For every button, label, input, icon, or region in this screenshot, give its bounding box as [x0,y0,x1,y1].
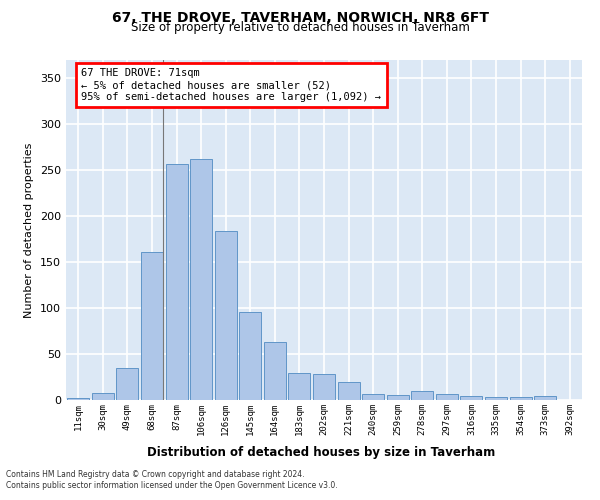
Text: 67, THE DROVE, TAVERHAM, NORWICH, NR8 6FT: 67, THE DROVE, TAVERHAM, NORWICH, NR8 6F… [112,11,488,25]
Bar [264,342,286,400]
Bar [116,368,139,400]
Bar [411,391,433,400]
Text: Distribution of detached houses by size in Taverham: Distribution of detached houses by size … [147,446,495,459]
Text: Size of property relative to detached houses in Taverham: Size of property relative to detached ho… [131,21,469,34]
Bar [534,396,556,400]
Bar [166,164,188,400]
Bar [386,396,409,400]
Y-axis label: Number of detached properties: Number of detached properties [25,142,34,318]
Text: Contains public sector information licensed under the Open Government Licence v3: Contains public sector information licen… [6,481,338,490]
Bar [289,374,310,400]
Bar [313,374,335,400]
Text: Contains HM Land Registry data © Crown copyright and database right 2024.: Contains HM Land Registry data © Crown c… [6,470,305,479]
Bar [509,397,532,400]
Bar [485,397,507,400]
Bar [362,394,384,400]
Bar [215,231,237,400]
Bar [239,312,262,400]
Bar [436,394,458,400]
Bar [338,382,359,400]
Bar [67,398,89,400]
Bar [92,392,114,400]
Bar [190,159,212,400]
Bar [460,396,482,400]
Bar [141,252,163,400]
Text: 67 THE DROVE: 71sqm
← 5% of detached houses are smaller (52)
95% of semi-detache: 67 THE DROVE: 71sqm ← 5% of detached hou… [82,68,382,102]
